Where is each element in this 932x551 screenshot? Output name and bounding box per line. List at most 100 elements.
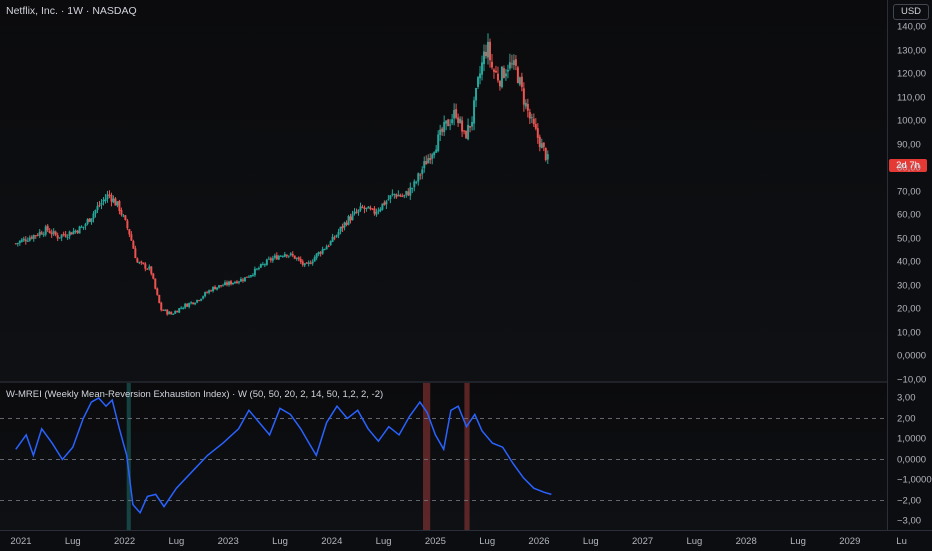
candle-body: [174, 310, 177, 314]
candle-body: [421, 169, 424, 175]
indicator-title[interactable]: W-MREI (Weekly Mean-Reversion Exhaustion…: [6, 389, 384, 400]
candle-body: [38, 231, 41, 236]
candle-body: [156, 288, 159, 295]
candle-body: [393, 193, 396, 195]
candle-body: [477, 77, 480, 87]
candle-body: [494, 70, 497, 73]
candle-body: [365, 207, 368, 209]
indicator-pane[interactable]: [0, 383, 887, 530]
candle-body: [485, 51, 488, 57]
candle-body: [68, 231, 71, 237]
candle-body: [486, 41, 489, 58]
candle-body: [315, 253, 318, 258]
time-tick-label: 2023: [217, 536, 239, 547]
candle-body: [534, 124, 537, 129]
time-tick-label: Lug: [790, 536, 806, 547]
candle-body: [130, 234, 133, 241]
candle-body: [502, 68, 505, 78]
candle-body: [465, 130, 468, 139]
candle-body: [218, 285, 221, 288]
candle-body: [196, 299, 199, 303]
candle-body: [243, 277, 246, 282]
candle-body: [96, 206, 99, 210]
candle-body: [108, 194, 111, 196]
candle-body: [277, 256, 280, 260]
candle-body: [481, 62, 484, 75]
candle-body: [357, 209, 360, 213]
candle-body: [273, 255, 276, 258]
candle-body: [64, 234, 67, 237]
price-tick-label: 130,00: [897, 45, 927, 57]
mrei-line: [15, 397, 552, 515]
candle-body: [439, 129, 442, 136]
time-tick-label: Lug: [686, 536, 703, 547]
candle-body: [540, 143, 543, 149]
candle-body: [375, 211, 378, 215]
candle-body: [383, 202, 386, 205]
price-tick-label: 90,00: [897, 139, 921, 151]
symbol-title[interactable]: Netflix, Inc. · 1W · NASDAQ: [6, 5, 137, 17]
price-pane[interactable]: [0, 0, 887, 381]
candle-body: [200, 298, 203, 301]
candle-body: [92, 213, 95, 219]
indicator-tick-label: −1,0000: [897, 474, 932, 486]
candle-body: [317, 252, 320, 255]
candle-body: [136, 258, 139, 263]
candle-body: [82, 226, 85, 228]
candle-body: [112, 198, 115, 203]
signal-zone: [126, 383, 131, 530]
candle-body: [202, 296, 205, 299]
candle-body: [98, 204, 101, 206]
candle-body: [401, 195, 404, 197]
candle-body: [122, 215, 125, 217]
candle-body: [353, 211, 356, 214]
candle-body: [214, 286, 217, 290]
candle-body: [78, 226, 81, 234]
candle-body: [158, 294, 161, 304]
candle-body: [367, 206, 370, 209]
time-tick-label: 2029: [839, 536, 861, 547]
candle-body: [126, 220, 129, 229]
currency-button[interactable]: USD: [893, 4, 929, 20]
candle-body: [235, 281, 238, 284]
candle-body: [287, 255, 290, 257]
candle-body: [373, 208, 376, 214]
candle-body: [379, 208, 382, 212]
candle-body: [263, 264, 266, 266]
candle-body: [132, 241, 135, 249]
candle-body: [417, 173, 420, 182]
candle-body: [518, 77, 521, 85]
time-tick-label: 2026: [528, 536, 550, 547]
candle-body: [435, 149, 438, 153]
candle-body: [427, 158, 430, 164]
price-tick-label: 120,00: [897, 68, 927, 80]
candle-body: [84, 224, 87, 227]
candle-body: [457, 117, 460, 123]
candle-body: [473, 100, 476, 124]
time-tick-label: 2024: [321, 536, 343, 547]
candle-body: [265, 259, 268, 265]
candle-body: [339, 226, 342, 232]
candle-body: [498, 81, 501, 87]
candle-body: [58, 237, 61, 239]
time-axis[interactable]: [0, 530, 932, 551]
candle-body: [337, 231, 340, 236]
candle-body: [206, 292, 209, 294]
candle-body: [305, 262, 308, 264]
price-scale[interactable]: [887, 0, 932, 530]
pane-separator[interactable]: [0, 381, 887, 383]
candle-body: [459, 118, 462, 124]
candle-body: [255, 268, 258, 270]
candle-body: [16, 242, 19, 244]
price-tick-label: 80,00: [897, 162, 921, 174]
candle-body: [198, 300, 201, 302]
candle-body: [496, 73, 499, 81]
candle-body: [212, 286, 215, 292]
candle-body: [455, 109, 458, 118]
candle-body: [154, 278, 157, 289]
candle-body: [381, 203, 384, 210]
candle-body: [475, 87, 478, 101]
candle-body: [399, 194, 402, 197]
candle-body: [216, 287, 219, 290]
candle-body: [397, 194, 400, 197]
